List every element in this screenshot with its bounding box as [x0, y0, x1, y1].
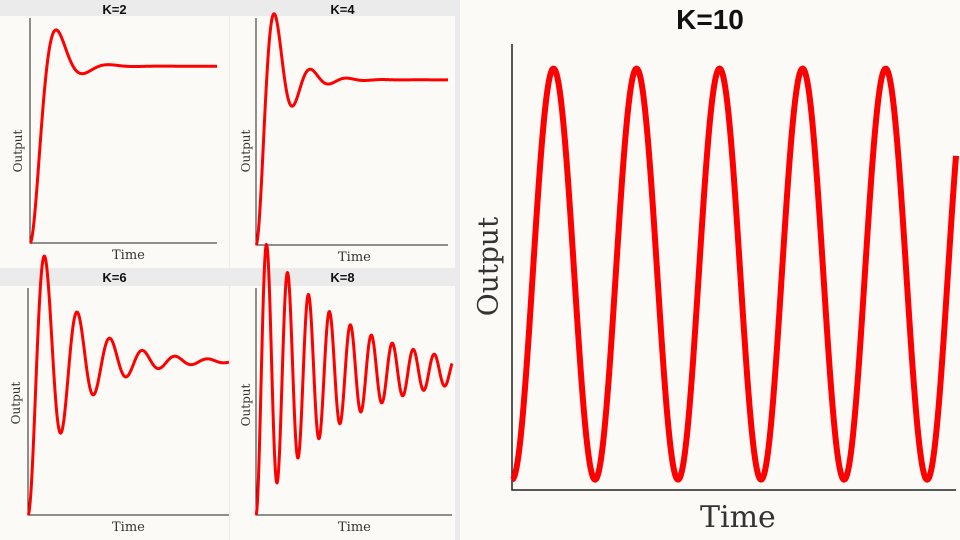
response-line [510, 65, 959, 483]
y-axis-label: Output [239, 383, 253, 427]
response-line [26, 254, 230, 516]
x-axis-label: Time [338, 250, 371, 265]
x-axis-label: Time [338, 520, 371, 535]
response-line [254, 242, 454, 516]
chart-plot-k10 [510, 44, 959, 491]
x-axis-label: Time [700, 500, 776, 535]
y-axis-label: Output [11, 129, 25, 173]
chart-plot-k4 [254, 12, 450, 246]
y-axis-label: Output [471, 216, 505, 317]
chart-panel-k8: K=8 Output Time [230, 242, 455, 540]
y-axis-label: Output [9, 381, 23, 425]
x-axis-label: Time [112, 248, 145, 263]
chart-panel-k10: K=10 Output Time [460, 0, 960, 540]
x-axis-label: Time [112, 520, 145, 535]
axis-lines [511, 44, 956, 491]
chart-plot-k2 [28, 18, 219, 245]
chart-plot-k6 [26, 254, 230, 516]
chart-panel-k4: K=4 Output Time [230, 2, 455, 268]
axis-lines [27, 288, 229, 516]
y-axis-label: Output [239, 129, 253, 173]
chart-title: K=2 [102, 2, 127, 17]
chart-panel-k6: K=6 Output Time [0, 254, 230, 540]
chart-title: K=6 [102, 270, 127, 285]
chart-title: K=8 [330, 270, 355, 285]
chart-plot-k8 [254, 242, 454, 516]
axis-lines [29, 18, 217, 244]
response-line [28, 28, 219, 245]
response-line [254, 12, 450, 246]
axis-lines [255, 18, 448, 246]
chart-panel-k2: K=2 Output Time [0, 2, 229, 268]
chart-title: K=10 [676, 4, 744, 35]
chart-title: K=4 [330, 2, 355, 17]
